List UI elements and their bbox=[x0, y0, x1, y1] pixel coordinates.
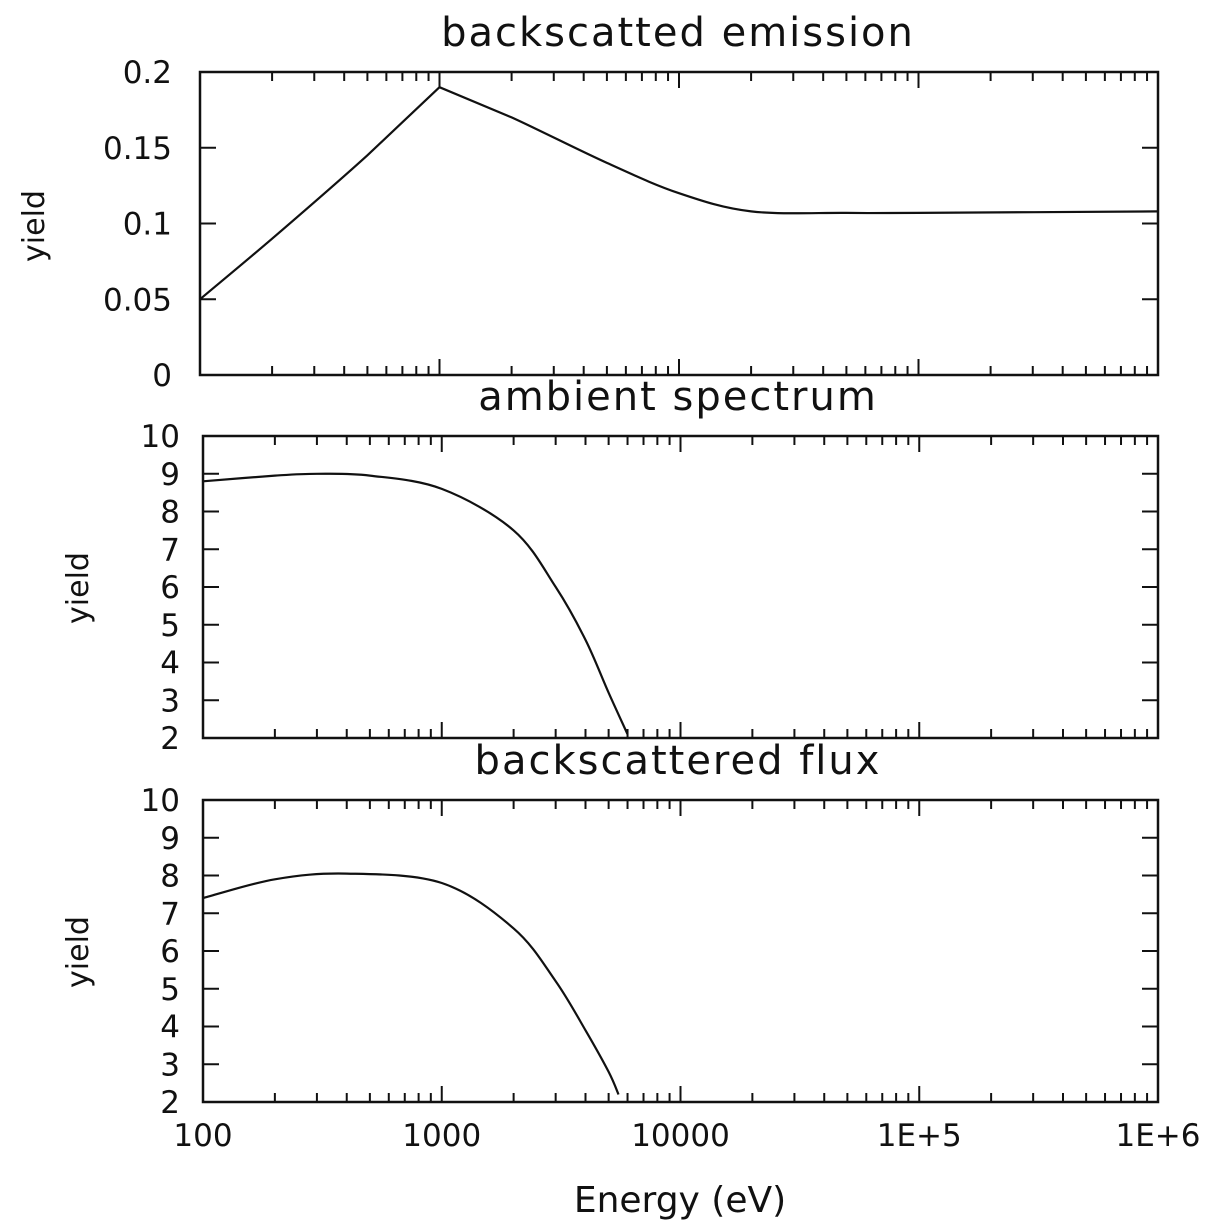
y-tick-label: 2 bbox=[160, 721, 180, 757]
y-tick-label: 8 bbox=[160, 495, 180, 531]
y-tick-label: 4 bbox=[160, 646, 180, 682]
y-tick-label: 0.15 bbox=[103, 131, 172, 167]
x-tick-label: 10000 bbox=[631, 1118, 730, 1154]
y-tick-label: 9 bbox=[160, 821, 180, 857]
x-tick-label: 1E+6 bbox=[1115, 1118, 1200, 1154]
y-tick-label: 5 bbox=[160, 608, 180, 644]
x-tick-label: 1000 bbox=[402, 1118, 481, 1154]
x-axis-label: Energy (eV) bbox=[574, 1180, 786, 1221]
panel-2-series-line bbox=[202, 472, 629, 735]
y-tick-label: 3 bbox=[160, 683, 180, 719]
panel-1-y-tick-labels: 0 0.05 0.1 0.15 0.2 bbox=[103, 55, 172, 394]
y-tick-label: 0.05 bbox=[103, 282, 172, 318]
y-tick-label: 6 bbox=[160, 934, 180, 970]
y-tick-label: 7 bbox=[160, 896, 180, 932]
panel-3-frame bbox=[201, 798, 1160, 1104]
y-tick-label: 6 bbox=[160, 570, 180, 606]
y-tick-label: 0.1 bbox=[123, 207, 172, 243]
panel-3-ticks bbox=[202, 799, 1158, 1103]
panel-2-y-label: yield bbox=[61, 552, 96, 624]
y-tick-label: 2 bbox=[160, 1085, 180, 1121]
panel-1-series-line bbox=[199, 85, 1159, 301]
y-tick-label: 7 bbox=[160, 532, 180, 568]
y-tick-label: 0.2 bbox=[123, 55, 172, 91]
y-tick-label: 0 bbox=[152, 358, 172, 394]
y-tick-label: 5 bbox=[160, 972, 180, 1008]
y-tick-label: 4 bbox=[160, 1010, 180, 1046]
panel-2-ticks bbox=[202, 435, 1158, 739]
y-tick-label: 8 bbox=[160, 859, 180, 895]
panel-1-y-label: yield bbox=[17, 190, 52, 262]
panel-1-ticks bbox=[199, 71, 1158, 376]
y-tick-label: 9 bbox=[160, 457, 180, 493]
y-tick-label: 3 bbox=[160, 1047, 180, 1083]
x-tick-label: 1E+5 bbox=[877, 1118, 962, 1154]
panel-1-title: backscatted emission bbox=[441, 10, 915, 56]
panel-1-frame bbox=[198, 70, 1160, 377]
panel-2-title: ambient spectrum bbox=[478, 374, 878, 420]
panel-3-title: backscattered flux bbox=[475, 738, 882, 784]
panel-2-frame bbox=[201, 434, 1160, 740]
panel-3-series-line bbox=[202, 872, 620, 1095]
y-tick-label: 10 bbox=[141, 783, 180, 819]
panel-3-x-tick-labels: 100 1000 10000 1E+5 1E+6 bbox=[173, 1118, 1200, 1154]
x-tick-label: 100 bbox=[173, 1118, 232, 1154]
y-tick-label: 10 bbox=[141, 419, 180, 455]
panel-3-y-label: yield bbox=[61, 916, 96, 988]
